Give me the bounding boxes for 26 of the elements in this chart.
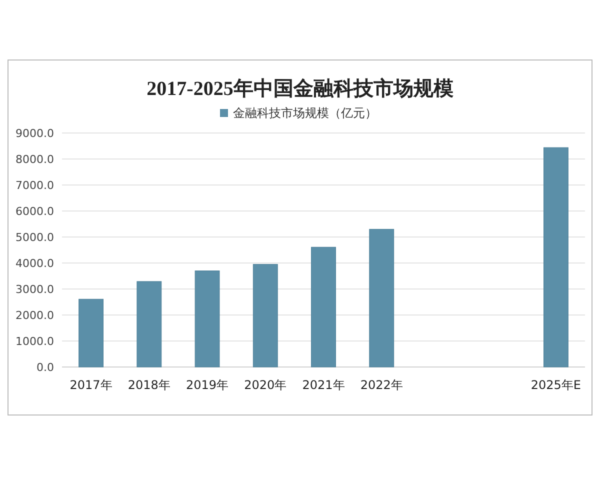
y-tick-label: 9000.0 (16, 127, 54, 140)
y-tick-label: 6000.0 (16, 205, 54, 218)
y-tick-label: 1000.0 (16, 335, 54, 348)
x-tick-label: 2017年 (70, 378, 112, 392)
bar (136, 281, 162, 368)
y-tick-label: 7000.0 (16, 179, 54, 192)
y-tick-label: 4000.0 (16, 257, 54, 270)
x-tick-label: 2021年 (302, 378, 345, 392)
bar (369, 228, 394, 368)
y-tick-label: 5000.0 (16, 231, 54, 244)
x-tick-label: 2025年E (530, 378, 582, 392)
x-tick-label: 2022年 (360, 378, 403, 392)
bar (311, 246, 336, 368)
y-tick-label: 8000.0 (16, 153, 54, 166)
x-tick-label: 2020年 (244, 378, 287, 392)
bar (543, 147, 568, 368)
bar (252, 264, 278, 368)
y-tick-label: 3000.0 (16, 283, 54, 296)
y-tick-label: 0.0 (36, 361, 54, 374)
chart-title: 2017-2025年中国金融科技市场规模 (146, 77, 454, 100)
bar (78, 298, 104, 368)
legend-label: 金融科技市场规模（亿元） (233, 106, 377, 120)
y-tick-label: 2000.0 (16, 309, 54, 322)
x-tick-label: 2018年 (128, 378, 170, 392)
bar (194, 270, 220, 368)
x-tick-label: 2019年 (186, 378, 229, 392)
